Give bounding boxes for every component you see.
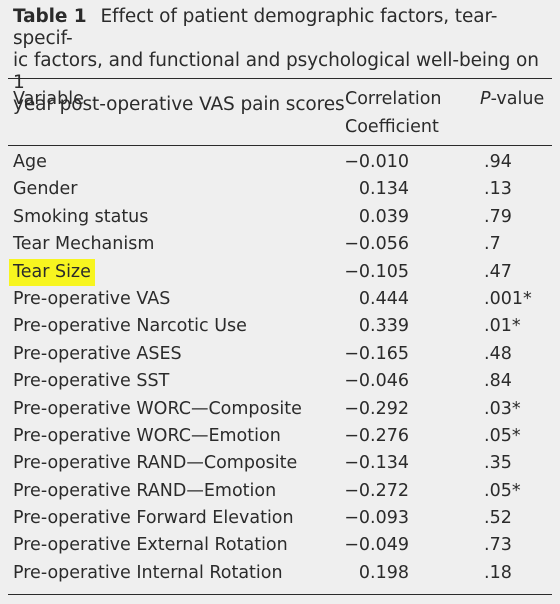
cell-p-value: .01* — [484, 316, 521, 337]
cell-correlation: −0.292 — [344, 398, 409, 419]
table-row: Tear Size −0.105 .47 — [0, 258, 560, 286]
bottom-rule — [8, 594, 552, 595]
caption-line-3: year post-operative VAS pain scores — [13, 94, 345, 115]
caption-text-1: Effect of patient demographic factors, t… — [13, 6, 498, 49]
table-caption: Table 1 Effect of patient demographic fac… — [13, 6, 553, 116]
table-row: Pre-operative ASES −0.165 .48 — [0, 341, 560, 368]
cell-p-value: .05* — [484, 425, 521, 446]
caption-line-2: ic factors, and functional and psycholog… — [13, 50, 539, 93]
cell-correlation: 0.039 — [358, 206, 409, 227]
table-label: Table 1 — [13, 6, 87, 27]
cell-correlation: −0.105 — [344, 261, 409, 282]
cell-p-value: .47 — [484, 261, 512, 282]
table-row: Pre-operative Narcotic Use 0.339 .01* — [0, 313, 560, 340]
cell-variable: Pre-operative RAND—Emotion — [13, 480, 277, 501]
table-row: Pre-operative WORC—Composite −0.292 .03* — [0, 396, 560, 423]
cell-correlation: −0.272 — [344, 480, 409, 501]
cell-variable: Pre-operative WORC—Composite — [13, 398, 302, 419]
cell-p-value: .73 — [484, 535, 512, 556]
cell-variable: Pre-operative RAND—Composite — [13, 453, 298, 474]
table-row: Pre-operative RAND—Composite −0.134 .35 — [0, 450, 560, 477]
cell-p-value: .001* — [484, 288, 532, 309]
cell-correlation: 0.339 — [358, 316, 409, 337]
header-p-value: P-value — [480, 85, 544, 113]
cell-p-value: .48 — [484, 343, 512, 364]
cell-p-value: .84 — [484, 371, 512, 392]
cell-correlation: −0.093 — [344, 508, 409, 529]
header-variable: Variable — [13, 89, 84, 109]
table-row: Pre-operative WORC—Emotion −0.276 .05* — [0, 423, 560, 450]
cell-variable: Pre-operative External Rotation — [13, 535, 288, 556]
cell-p-value: .79 — [484, 206, 512, 227]
cell-correlation: −0.046 — [344, 371, 409, 392]
cell-correlation: −0.049 — [344, 535, 409, 556]
cell-variable: Smoking status — [13, 206, 149, 227]
table-row: Pre-operative SST −0.046 .84 — [0, 368, 560, 395]
table-row: Tear Mechanism −0.056 .7 — [0, 231, 560, 258]
cell-variable: Age — [13, 152, 47, 172]
cell-variable: Tear Size — [9, 258, 95, 286]
cell-variable: Pre-operative Internal Rotation — [13, 562, 283, 583]
header-p-rest: -value — [490, 89, 545, 109]
cell-variable: Tear Mechanism — [13, 234, 155, 255]
top-rule — [8, 78, 552, 79]
header-rule — [8, 145, 552, 146]
header-correlation: Correlation Coefficient — [345, 85, 455, 141]
cell-correlation: −0.010 — [344, 152, 409, 172]
cell-p-value: .94 — [484, 152, 512, 172]
table-row: Pre-operative External Rotation −0.049 .73 — [0, 532, 560, 559]
table-row: Pre-operative Forward Elevation −0.093 .52 — [0, 505, 560, 532]
cell-p-value: .35 — [484, 453, 512, 474]
cell-p-value: .05* — [484, 480, 521, 501]
cell-p-value: .18 — [484, 562, 512, 583]
cell-variable: Pre-operative WORC—Emotion — [13, 425, 281, 446]
table-row: Smoking status 0.039 .79 — [0, 204, 560, 231]
cell-variable: Gender — [13, 179, 78, 200]
cell-correlation: 0.444 — [358, 288, 409, 309]
cell-variable: Pre-operative Forward Elevation — [13, 508, 294, 529]
table-row: Pre-operative VAS 0.444 .001* — [0, 286, 560, 313]
cell-variable: Pre-operative SST — [13, 371, 170, 392]
caption-line-1: Table 1 Effect of patient demographic fac… — [13, 6, 553, 50]
cell-correlation: −0.276 — [344, 425, 409, 446]
table-row: Pre-operative RAND—Emotion −0.272 .05* — [0, 478, 560, 505]
cell-variable: Pre-operative VAS — [13, 288, 171, 309]
cell-correlation: −0.056 — [344, 234, 409, 255]
cell-variable: Pre-operative ASES — [13, 343, 182, 364]
table-row: Pre-operative Internal Rotation 0.198 .18 — [0, 560, 560, 587]
table-body: Age −0.010 .94 Gender 0.134 .13 Smoking status… — [0, 149, 560, 587]
cell-correlation: 0.198 — [358, 562, 409, 583]
cell-p-value: .13 — [484, 179, 512, 200]
header-correlation-line-2: Coefficient — [345, 117, 439, 137]
cell-p-value: .03* — [484, 398, 521, 419]
cell-variable: Pre-operative Narcotic Use — [13, 316, 247, 337]
cell-p-value: .7 — [484, 234, 501, 255]
header-correlation-line-1: Correlation — [345, 89, 442, 109]
table-row: Gender 0.134 .13 — [0, 176, 560, 203]
cell-correlation: 0.134 — [358, 179, 409, 200]
table-row: Age −0.010 .94 — [0, 149, 560, 176]
cell-correlation: −0.165 — [344, 343, 409, 364]
cell-p-value: .52 — [484, 508, 512, 529]
cell-correlation: −0.134 — [344, 453, 409, 474]
header-p-italic: P — [480, 89, 491, 109]
